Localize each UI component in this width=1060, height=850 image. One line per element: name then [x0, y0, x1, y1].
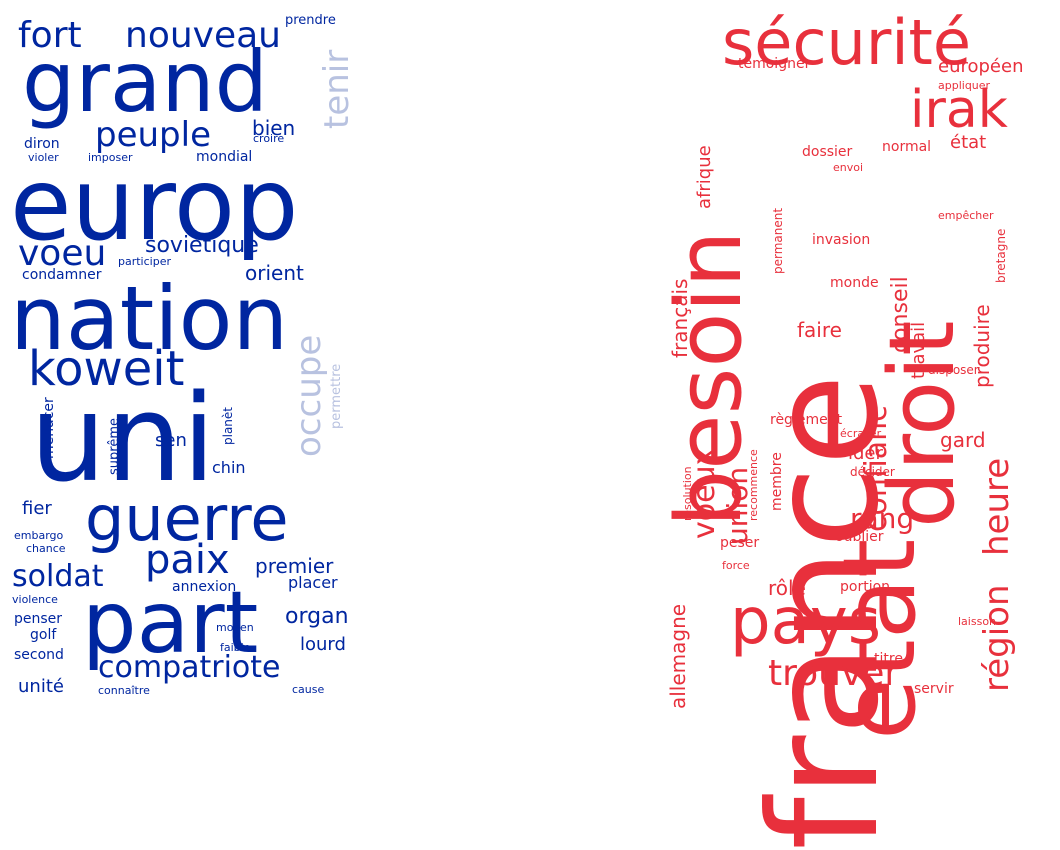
word-supreme: suprême	[107, 418, 122, 476]
word-voeux: voeux	[687, 447, 722, 539]
word-menacer: menacer	[41, 397, 57, 459]
word-uni: uni	[30, 370, 216, 509]
word-violence: violence	[12, 593, 58, 606]
word-titre: titre	[874, 651, 903, 667]
word-croire: croire	[253, 132, 285, 145]
word-ecraser: écraser	[840, 427, 882, 440]
word-diron: diron	[24, 136, 60, 152]
word-temoigner: témoigner	[738, 56, 811, 72]
word-peuple: peuple	[95, 115, 211, 155]
word-organ: organ	[285, 604, 349, 629]
word-mondial: mondial	[196, 149, 253, 165]
word-tenir: tenir	[317, 49, 357, 129]
word-region: région	[977, 584, 1017, 693]
word-portion: portion	[840, 579, 891, 595]
word-guerre: guerre	[85, 482, 289, 555]
word-sen: sen	[155, 430, 187, 451]
word-invasion: invasion	[812, 232, 871, 248]
word-condamner: condamner	[22, 267, 102, 283]
word-recommence: recommence	[747, 448, 760, 521]
word-oublier: oublier	[835, 529, 884, 545]
word-voeu: voeu	[18, 233, 107, 274]
word-irak: irak	[910, 80, 1008, 140]
word-second: second	[14, 647, 64, 663]
word-premier: premier	[255, 554, 334, 578]
word-cloud-right: sécurité france besoin etat droit irak pays tro…	[657, 0, 1045, 850]
word-servir: servir	[914, 681, 954, 697]
word-trouver: trouver	[768, 653, 900, 694]
word-orient: orient	[245, 261, 304, 285]
word-empecher: empêcher	[938, 209, 994, 222]
word-permettre: permettre	[329, 364, 344, 430]
word-appliquer: appliquer	[938, 79, 991, 92]
word-cause: cause	[292, 683, 325, 696]
word-travail: travail	[908, 322, 929, 380]
word-grand: grand	[22, 33, 268, 131]
word-laisson: laisson	[958, 615, 997, 628]
word-europ: europ	[10, 146, 299, 263]
word-membre: membre	[769, 452, 785, 512]
word-nouveau: nouveau	[125, 15, 281, 56]
word-disposer: disposer	[928, 363, 979, 377]
word-fier: fier	[22, 498, 52, 519]
word-placer: placer	[288, 573, 338, 592]
word-paix: paix	[145, 537, 230, 583]
word-nation: nation	[10, 267, 289, 370]
word-bien: bien	[252, 116, 296, 140]
word-annexion: annexion	[172, 579, 237, 595]
word-heure: heure	[977, 457, 1017, 556]
word-allemagne: allemagne	[666, 603, 690, 709]
word-chin: chin	[212, 458, 246, 477]
word-soldat: soldat	[12, 559, 104, 594]
word-compatriote: compatriote	[98, 650, 281, 685]
word-violer: violer	[28, 151, 59, 164]
word-envoi: envoi	[833, 161, 864, 174]
word-etat: état	[950, 132, 987, 153]
word-decider: décider	[850, 465, 895, 479]
word-cloud-left: grand europ nation uni part guerre koweit fort n…	[0, 0, 360, 713]
word-gard: gard	[940, 428, 986, 452]
word-permanent: permanent	[771, 208, 785, 275]
word-role: rôle	[768, 576, 806, 600]
word-imposer: imposer	[88, 151, 133, 164]
word-sovietique: soviétique	[145, 233, 259, 258]
word-participer: participer	[118, 255, 171, 268]
word-resolution: résolution	[681, 465, 694, 521]
word-monde: monde	[830, 275, 879, 291]
word-francais: français	[668, 278, 692, 358]
word-koweit: koweit	[28, 341, 185, 397]
word-rang: rang	[850, 502, 915, 535]
word-embargo: embargo	[14, 529, 64, 542]
word-ider: ider	[848, 443, 883, 464]
word-occupe: occupe	[289, 334, 329, 458]
word-penser: penser	[14, 611, 63, 627]
word-pays: pays	[730, 585, 882, 659]
word-bretagne: bretagne	[994, 228, 1008, 283]
word-faible: faible	[220, 641, 251, 654]
word-dossier: dossier	[802, 144, 853, 160]
word-connaitre: connaître	[98, 684, 150, 697]
word-normal: normal	[882, 139, 932, 155]
word-fort: fort	[18, 15, 82, 56]
word-europeen: européen	[938, 56, 1024, 77]
word-afrique: afrique	[694, 145, 715, 210]
word-securite: sécurité	[722, 6, 971, 79]
word-force: force	[722, 559, 750, 572]
word-golf: golf	[30, 627, 57, 643]
word-faire: faire	[797, 318, 842, 342]
word-planet: planèt	[221, 406, 235, 445]
word-peser: peser	[720, 535, 760, 551]
word-lourd: lourd	[300, 634, 346, 655]
word-unite: unité	[18, 676, 64, 697]
word-reglement: règlement	[770, 412, 843, 428]
word-prendre: prendre	[285, 13, 336, 28]
word-moyen: moyen	[216, 621, 254, 634]
word-part: part	[82, 573, 259, 673]
word-chance: chance	[26, 542, 66, 555]
